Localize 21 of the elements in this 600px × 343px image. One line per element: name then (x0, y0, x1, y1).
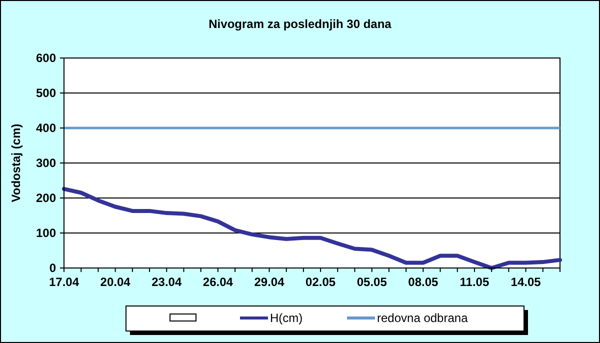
y-tick-label: 600 (36, 51, 56, 66)
x-tick-label: 29.04 (254, 275, 285, 289)
x-tick-label: 11.05 (460, 275, 490, 289)
x-tick-label: 02.05 (306, 275, 336, 289)
y-tick-label: 200 (36, 191, 56, 206)
x-tick-label: 17.04 (48, 275, 80, 289)
x-tick-label: 23.04 (152, 275, 182, 289)
legend-label: redovna odbrana (377, 311, 468, 325)
x-tick-label: 14.05 (510, 275, 542, 289)
chart-title: Nivogram za poslednjih 30 dana (208, 17, 392, 31)
x-tick-label: 20.04 (100, 275, 131, 289)
y-tick-label: 500 (36, 86, 56, 100)
y-tick-label: 300 (36, 156, 56, 170)
y-tick-label: 0 (49, 261, 56, 276)
x-tick-label: 05.05 (356, 275, 388, 289)
y-axis-title: Vodostaj (cm) (9, 124, 23, 202)
y-tick-label: 100 (36, 226, 56, 240)
x-tick-label: 08.05 (408, 275, 439, 289)
y-tick-label: 400 (36, 121, 56, 136)
x-tick-label: 26.04 (202, 275, 234, 289)
legend-label: H(cm) (270, 311, 303, 325)
